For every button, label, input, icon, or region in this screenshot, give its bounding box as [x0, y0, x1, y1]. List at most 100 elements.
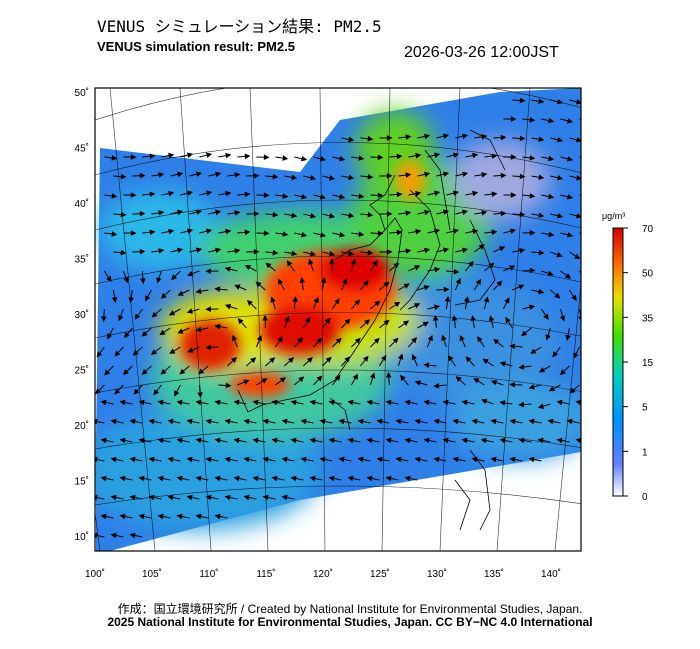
wind-arrow-head	[528, 456, 535, 463]
wind-arrow-head	[423, 362, 430, 368]
wind-arrow-head	[118, 315, 124, 322]
wind-arrow-head	[214, 475, 221, 482]
wind-arrow-head	[557, 98, 564, 105]
wind-arrow-head	[448, 355, 454, 362]
wind-arrow-head	[253, 172, 260, 179]
wind-arrow-head	[177, 247, 184, 254]
wind-arrow-head	[424, 247, 431, 254]
wind-arrow-head	[538, 288, 545, 295]
wind-arrow-head	[442, 209, 450, 215]
wind-arrow-head	[111, 155, 118, 161]
wind-arrow-head	[252, 475, 259, 482]
latitude-tick-label: 25˚	[75, 365, 89, 377]
wind-arrow-head	[110, 532, 117, 539]
wind-arrow-head	[529, 155, 536, 161]
wind-arrow-head	[414, 380, 421, 386]
wind-arrow-head	[160, 368, 167, 375]
wind-arrow-head	[414, 456, 421, 463]
wind-arrow-head	[310, 251, 317, 257]
wind-arrow-head	[348, 212, 355, 219]
wind-arrow-head	[167, 494, 174, 501]
wind-arrow-head	[262, 456, 269, 463]
wind-arrow-head	[100, 399, 107, 406]
wind-arrow-head	[347, 437, 354, 444]
wind-arrow-head	[358, 155, 365, 161]
wind-arrow-head	[279, 377, 286, 383]
wind-arrow-head	[559, 315, 566, 322]
wind-arrow-head	[205, 494, 212, 501]
wind-arrow-head	[252, 399, 259, 406]
wind-arrow-head	[176, 475, 183, 482]
wind-arrow-head	[357, 456, 364, 463]
wind-arrow-head	[158, 248, 165, 254]
wind-arrow-head	[224, 456, 231, 463]
wind-arrow-head	[132, 349, 139, 356]
wind-arrow	[588, 252, 600, 254]
wind-arrow-head	[214, 323, 221, 330]
wind-arrow-head	[538, 98, 545, 104]
wind-arrow-head	[195, 171, 203, 177]
wind-arrow-head	[342, 278, 348, 285]
wind-arrow-head	[518, 284, 525, 290]
latitude-labels: 50˚ 45˚ 40˚ 35˚ 30˚ 25˚ 20˚ 15˚ 10˚	[75, 87, 89, 543]
wind-arrow-head	[282, 231, 289, 237]
wind-arrow-head	[281, 456, 288, 463]
wind-arrow-head	[104, 369, 111, 376]
wind-arrow-head	[472, 190, 479, 197]
wind-arrow-head	[530, 348, 537, 354]
wind-arrow-head	[467, 260, 474, 267]
colorbar-unit: μg/m³	[602, 211, 626, 221]
wind-arrow-head	[493, 338, 500, 345]
colorbar-label: 0	[642, 492, 648, 503]
wind-arrow-head	[270, 296, 276, 303]
wind-arrow-head	[335, 337, 342, 344]
wind-arrow-head	[411, 353, 417, 361]
wind-arrow-head	[415, 228, 422, 235]
wind-arrow-head	[300, 418, 307, 425]
wind-arrow-head	[452, 190, 460, 196]
wind-arrow-head	[319, 156, 327, 162]
wind-arrow-head	[386, 135, 393, 141]
wind-arrow-head	[364, 319, 371, 326]
wind-arrow-head	[548, 231, 555, 238]
wind-arrow-head	[120, 249, 127, 256]
wind-arrow-head	[281, 494, 288, 501]
wind-arrow-head	[455, 376, 462, 382]
wind-arrow-head	[297, 337, 303, 344]
wind-arrow-head	[367, 249, 374, 256]
wind-arrow-head	[187, 270, 194, 277]
wind-arrow-head	[519, 247, 526, 254]
wind-arrow	[587, 328, 589, 340]
wind-arrow-head	[569, 387, 576, 394]
wind-arrow-head	[548, 117, 555, 124]
wind-arrow-head	[290, 475, 297, 482]
wind-arrow-head	[290, 399, 297, 406]
wind-arrow-head	[571, 294, 577, 301]
wind-arrow-head	[106, 333, 113, 340]
wind-arrow-head	[324, 317, 331, 324]
wind-arrow-head	[574, 253, 581, 260]
wind-arrow-head	[119, 513, 126, 520]
wind-arrow-head	[499, 437, 506, 444]
wind-arrow-head	[434, 304, 441, 310]
wind-arrow-head	[405, 210, 412, 216]
wind-arrow-head	[243, 379, 250, 385]
wind-arrow-head	[385, 399, 392, 406]
wind-arrow-head	[575, 99, 581, 105]
wind-arrow-head	[130, 192, 137, 198]
wind-arrow-head	[509, 418, 516, 425]
wind-arrow-head	[585, 336, 589, 340]
wind-arrow-head	[596, 214, 600, 218]
wind-arrow-head	[214, 399, 221, 406]
wind-arrow-head	[169, 348, 176, 354]
wind-arrow-head	[358, 193, 365, 199]
wind-arrow-head	[291, 250, 298, 257]
wind-arrow-head	[433, 418, 440, 425]
wind-arrow-head	[272, 249, 279, 256]
wind-arrow-head	[138, 475, 145, 482]
wind-arrow-head	[195, 326, 202, 333]
colorbar-label: 5	[642, 403, 648, 414]
wind-arrow-head	[556, 437, 563, 444]
wind-arrow-head	[465, 356, 472, 363]
wind-arrow-head	[168, 228, 175, 235]
